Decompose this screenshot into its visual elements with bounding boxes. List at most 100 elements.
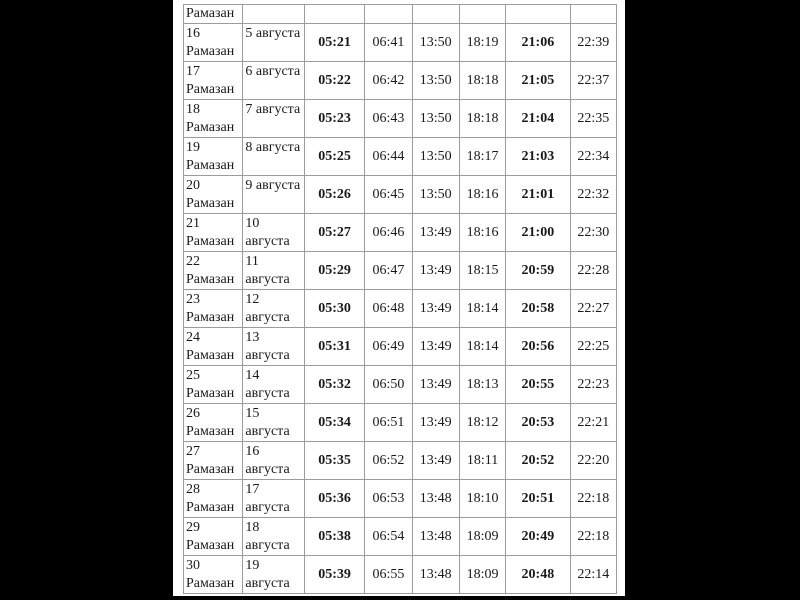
time-cell-1: 05:27 [303,213,366,252]
time-cell-1: 05:25 [303,137,366,176]
day-word: Рамазан [186,310,235,325]
time-cell-1: 05:39 [303,555,366,594]
time-cell-4: 18:18 [458,99,507,138]
date-cell: 12 августа [242,289,305,328]
time-cell-4: 18:09 [458,517,507,556]
time-cell-2: 06:44 [364,137,413,176]
time-cell-3: 13:49 [411,251,460,290]
time-cell-4: 18:14 [458,289,507,328]
timetable-row: 21 Рамазан 10 августа 05:27 06:46 13:49 1… [182,213,618,252]
time-cell-2: 06:52 [364,441,413,480]
day-cell: 24 Рамазан [182,327,244,366]
date-cell [242,4,305,24]
time-cell-2: 06:53 [364,479,413,518]
time-cell-2: 06:55 [364,555,413,594]
timetable-row: 27 Рамазан 16 августа 05:35 06:52 13:49 1… [182,441,618,480]
time-cell-4: 18:15 [458,251,507,290]
time-cell-3: 13:50 [411,175,460,214]
time-cell [505,4,571,24]
time-cell-1: 05:23 [303,99,366,138]
day-number: 28 [186,482,200,497]
time-cell [364,4,413,24]
timetable-row: 25 Рамазан 14 августа 05:32 06:50 13:49 1… [182,365,618,404]
time-cell-5: 20:51 [505,479,571,518]
time-cell-5: 20:52 [505,441,571,480]
time-cell-2: 06:49 [364,327,413,366]
day-number: 18 [186,102,200,117]
date-cell: 7 августа [242,99,305,138]
day-number: 19 [186,140,200,155]
time-cell-1: 05:30 [303,289,366,328]
day-number: 16 [186,26,200,41]
day-word: Рамазан [186,272,235,287]
time-cell-5: 21:05 [505,61,571,100]
day-number: 26 [186,406,200,421]
time-cell-2: 06:54 [364,517,413,556]
time-cell-4: 18:12 [458,403,507,442]
day-cell: 27 Рамазан [182,441,244,480]
time-cell-3: 13:48 [411,479,460,518]
time-cell-4: 18:14 [458,327,507,366]
time-cell-4: 18:10 [458,479,507,518]
day-word: Рамазан [186,158,235,173]
day-number: 20 [186,178,200,193]
time-cell-6: 22:32 [569,175,618,214]
time-cell-6: 22:35 [569,99,618,138]
day-word: Рамазан [186,386,235,401]
time-cell-3: 13:50 [411,61,460,100]
time-cell-6: 22:20 [569,441,618,480]
day-word: Рамазан [186,348,235,363]
time-cell-5: 21:04 [505,99,571,138]
time-cell-4: 18:16 [458,175,507,214]
time-cell-5: 20:48 [505,555,571,594]
date-cell: 10 августа [242,213,305,252]
day-number: 21 [186,216,200,231]
time-cell-5: 20:55 [505,365,571,404]
time-cell-3: 13:50 [411,137,460,176]
time-cell-6: 22:23 [569,365,618,404]
time-cell-4: 18:19 [458,23,507,62]
time-cell-6: 22:14 [569,555,618,594]
day-cell: 30 Рамазан [182,555,244,594]
date-cell: 8 августа [242,137,305,176]
timetable-row: 26 Рамазан 15 августа 05:34 06:51 13:49 1… [182,403,618,442]
day-number: 27 [186,444,200,459]
timetable-row: 17 Рамазан 6 августа 05:22 06:42 13:50 18… [182,61,618,100]
time-cell [569,4,618,24]
time-cell-1: 05:29 [303,251,366,290]
time-cell-3: 13:49 [411,289,460,328]
day-word: Рамазан [186,120,235,135]
timetable-row: 18 Рамазан 7 августа 05:23 06:43 13:50 18… [182,99,618,138]
time-cell-6: 22:27 [569,289,618,328]
time-cell-4: 18:11 [458,441,507,480]
day-number: 22 [186,254,200,269]
day-cell: 29 Рамазан [182,517,244,556]
day-number: 23 [186,292,200,307]
day-cell: 17 Рамазан [182,61,244,100]
day-number: 25 [186,368,200,383]
day-cell: Рамазан [182,4,244,24]
time-cell-2: 06:43 [364,99,413,138]
time-cell-3: 13:48 [411,517,460,556]
time-cell-6: 22:34 [569,137,618,176]
time-cell-4: 18:17 [458,137,507,176]
timetable-row: 16 Рамазан 5 августа 05:21 06:41 13:50 18… [182,23,618,62]
day-word: Рамазан [186,234,235,249]
time-cell-1: 05:26 [303,175,366,214]
time-cell-3: 13:49 [411,403,460,442]
date-cell: 6 августа [242,61,305,100]
date-cell: 11 августа [242,251,305,290]
day-cell: 23 Рамазан [182,289,244,328]
time-cell-3: 13:49 [411,213,460,252]
day-cell: 20 Рамазан [182,175,244,214]
timetable-row: 24 Рамазан 13 августа 05:31 06:49 13:49 1… [182,327,618,366]
day-word: Рамазан [186,576,235,591]
timetable-row: 28 Рамазан 17 августа 05:36 06:53 13:48 1… [182,479,618,518]
timetable-row: 22 Рамазан 11 августа 05:29 06:47 13:49 1… [182,251,618,290]
time-cell-1: 05:21 [303,23,366,62]
time-cell-3: 13:50 [411,99,460,138]
timetable-row: 30 Рамазан 19 августа 05:39 06:55 13:48 1… [182,555,618,594]
day-number: 17 [186,64,200,79]
time-cell-2: 06:47 [364,251,413,290]
